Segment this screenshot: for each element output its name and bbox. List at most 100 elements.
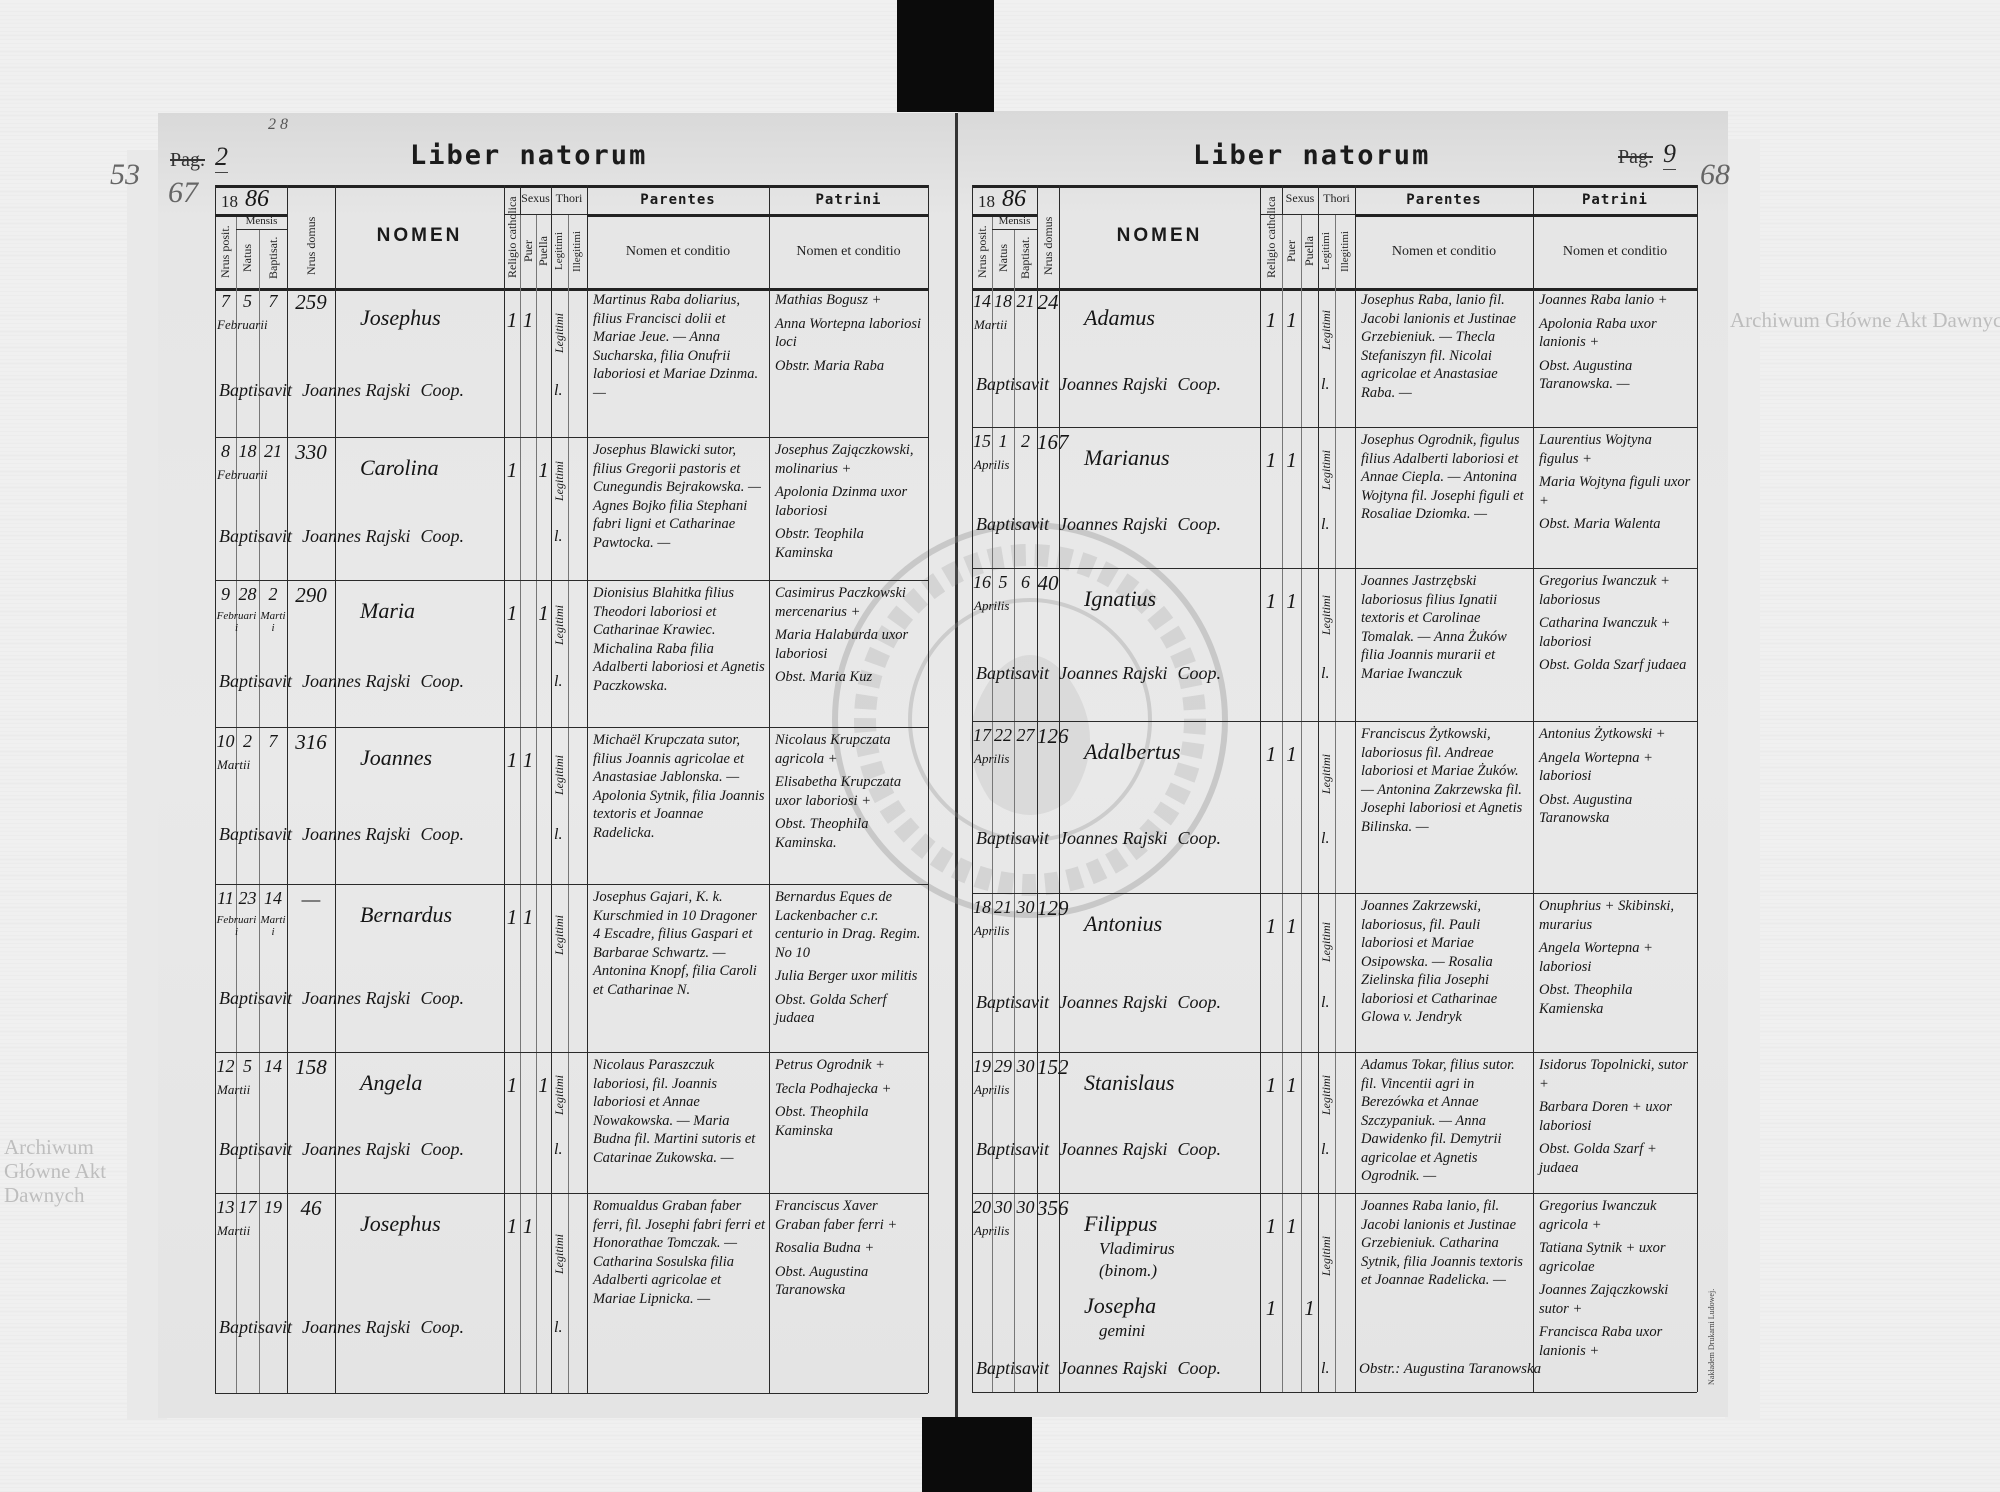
- entry-number: 11: [217, 888, 234, 908]
- patrinus-entry: Petrus Ogrodnik +: [775, 1057, 885, 1073]
- patrinus-entry: Obstr. Teophila Kaminska: [775, 526, 864, 561]
- baptisavit-label: Baptisavit: [976, 1139, 1049, 1159]
- natus-day: 23: [238, 888, 257, 908]
- header-nrus-posit: Nrus posit.: [975, 225, 989, 278]
- row-rule: [215, 437, 928, 438]
- priest-title: Coop.: [1177, 663, 1221, 683]
- header-nomen: NOMEN: [1116, 225, 1203, 246]
- natus-month: Aprilis: [974, 751, 1010, 766]
- child-name: Vladimirus: [1099, 1239, 1175, 1258]
- parentes-text: Michaël Krupczata sutor, filius Joannis …: [593, 732, 765, 841]
- puer-mark: 1: [1286, 1214, 1297, 1238]
- baptisavit-line: Baptisavit Joannes Rajski Coop.: [219, 824, 464, 845]
- entry-number: 17: [973, 725, 991, 745]
- entry-number: 15: [973, 431, 991, 451]
- domus-number: 158: [295, 1055, 327, 1079]
- column-rule: [520, 214, 521, 1393]
- gutter: [955, 113, 958, 1418]
- row-rule: [972, 1193, 1697, 1194]
- child-name: Antonius: [1084, 911, 1163, 936]
- column-rule: [1533, 185, 1534, 1392]
- column-rule: [1014, 229, 1015, 1392]
- year-suffix: 86: [1002, 186, 1026, 212]
- column-rule: [1318, 185, 1319, 1392]
- child-name: Adamus: [1084, 305, 1155, 330]
- row-rule: [215, 1393, 928, 1394]
- parentes-text: Romualdus Graban faber ferri, fil. Josep…: [593, 1198, 765, 1307]
- thori-legitimi: Legitimi: [1319, 1236, 1333, 1277]
- header-mensis: Mensis: [245, 215, 278, 227]
- natus-month: Februarii: [216, 610, 257, 634]
- patrinus-entry: Gregorius Iwanczuk + laboriosus: [1539, 573, 1670, 608]
- religio-mark: 1: [1265, 1214, 1277, 1238]
- puer-mark: 1: [1286, 589, 1297, 613]
- row-rule: [215, 288, 928, 291]
- religio-mark: 1: [506, 748, 518, 772]
- puella-mark: 1: [538, 458, 549, 482]
- baptizing-priest: Joannes Rajski: [1059, 663, 1168, 683]
- child-name: Adalbertus: [1084, 739, 1181, 764]
- column-rule: [1697, 185, 1698, 1392]
- patrinus-entry: Obst. Golda Szarf judaea: [1539, 657, 1687, 673]
- patrinus-entry: Josephus Zajączkowski, molinarius +: [775, 442, 914, 477]
- header-baptisat: Baptisat.: [266, 236, 280, 280]
- margin-archive-number: 53: [110, 158, 140, 191]
- header-puella: Puella: [1302, 236, 1316, 267]
- page-title: Liber natorum: [410, 140, 648, 171]
- entry-number: 8: [221, 441, 230, 461]
- priest-title: Coop.: [420, 988, 464, 1008]
- parentes-text: Joannes Raba lanio, fil. Jacobi lanionis…: [1361, 1198, 1523, 1288]
- baptizing-priest: Joannes Rajski: [302, 671, 411, 691]
- baptisavit-label: Baptisavit: [976, 992, 1049, 1012]
- row-rule: [1260, 214, 1318, 215]
- patrini-list: Isidorus Topolnicki, sutor + Barbara Dore…: [1539, 1056, 1693, 1177]
- priest-title: Coop.: [420, 526, 464, 546]
- baptisavit-line: Baptisavit Joannes Rajski Coop.: [219, 671, 464, 692]
- natus-month: Martii: [217, 757, 251, 772]
- header-nomen: NOMEN: [376, 225, 463, 246]
- patrinus-entry: Obst. Theophila Kaminska.: [775, 816, 869, 851]
- header-puella: Puella: [536, 236, 550, 267]
- patrinus-entry: Franciscus Xaver Graban faber ferri +: [775, 1198, 898, 1233]
- natus-day: 28: [238, 584, 257, 604]
- domus-number: 126: [1037, 724, 1069, 748]
- child-name: (binom.): [1099, 1261, 1158, 1280]
- patrinus-entry: Obst. Theophila Kamienska: [1539, 982, 1633, 1017]
- header-nrus-domus: Nrus domus: [1041, 216, 1055, 275]
- patrinus-entry: Maria Halaburda uxor laboriosi: [775, 627, 909, 662]
- child-name: Filippus: [1084, 1211, 1158, 1236]
- religio-mark: 1: [1265, 1296, 1277, 1320]
- legitimi-mark: l.: [554, 528, 563, 545]
- entry-number: 20: [973, 1197, 991, 1217]
- row-rule: [215, 1193, 928, 1194]
- thori-legitimi: Legitimi: [1319, 309, 1333, 350]
- legitimi-mark: l.: [1321, 516, 1330, 533]
- entry-number: 12: [216, 1056, 235, 1076]
- child-name: Maria: [360, 598, 415, 623]
- domus-number: 290: [295, 583, 327, 607]
- year-label: 18: [221, 192, 238, 211]
- column-rule: [769, 185, 770, 1393]
- entry-number: 14: [973, 291, 991, 311]
- parentes-text: Nicolaus Paraszczuk laboriosi, fil. Joan…: [593, 1057, 756, 1166]
- natus-month: Aprilis: [974, 923, 1010, 938]
- natus-day: 1: [998, 431, 1008, 451]
- baptizing-priest: Joannes Rajski: [302, 824, 411, 844]
- priest-title: Coop.: [1177, 828, 1221, 848]
- header-religio: Religio catholica: [1264, 196, 1278, 278]
- patrini-list: Joannes Raba lanio + Apolonia Raba uxor l…: [1539, 291, 1693, 394]
- column-rule: [259, 229, 260, 1393]
- puer-mark: 1: [522, 308, 534, 332]
- baptisat-day: 27: [1016, 725, 1035, 745]
- priest-title: Coop.: [420, 380, 464, 400]
- header-mensis: Mensis: [998, 215, 1031, 227]
- header-thori: Thori: [1323, 191, 1350, 205]
- baptisavit-label: Baptisavit: [219, 1139, 292, 1159]
- thori-legitimi: Legitimi: [552, 1234, 566, 1275]
- puer-mark: 1: [1286, 742, 1297, 766]
- patrinus-entry: Obst. Augustina Taranowska: [775, 1263, 869, 1299]
- thori-legitimi: Legitimi: [1319, 594, 1333, 635]
- column-rule: [587, 185, 588, 1393]
- legitimi-mark: l.: [1321, 994, 1330, 1011]
- baptisat-day: 30: [1016, 1197, 1035, 1217]
